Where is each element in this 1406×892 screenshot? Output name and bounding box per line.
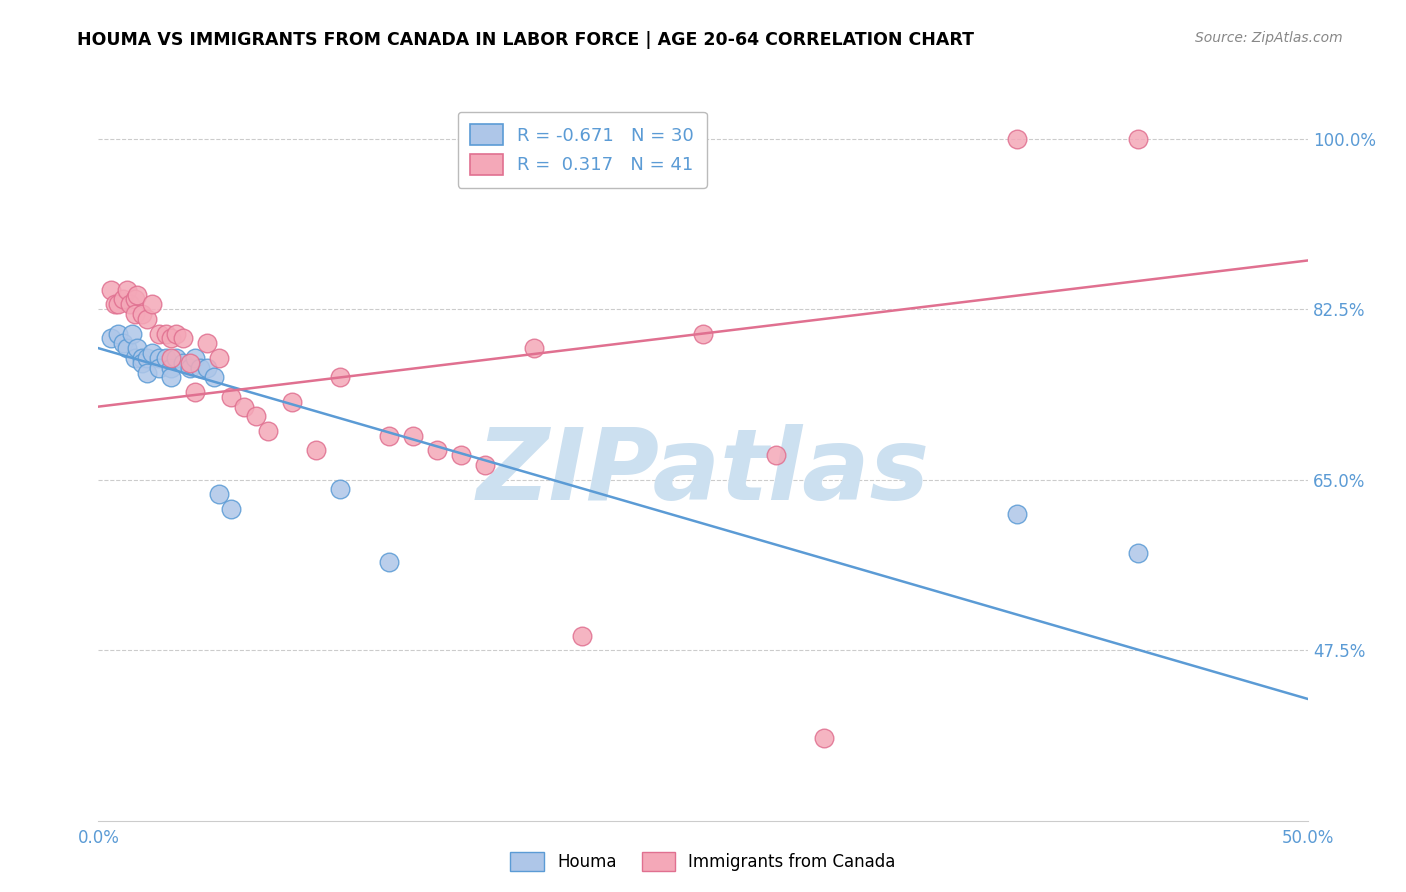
Point bbox=[111, 293, 134, 307]
Point bbox=[765, 448, 787, 462]
Point bbox=[148, 360, 170, 375]
Point bbox=[118, 297, 141, 311]
Point bbox=[141, 297, 163, 311]
Point bbox=[135, 312, 157, 326]
Point bbox=[124, 293, 146, 307]
Point bbox=[148, 351, 170, 365]
Legend: Houma, Immigrants from Canada: Houma, Immigrants from Canada bbox=[502, 843, 904, 880]
Point bbox=[184, 384, 207, 399]
Point bbox=[221, 502, 243, 516]
Point bbox=[131, 307, 153, 321]
Point bbox=[160, 360, 183, 375]
Point bbox=[402, 429, 425, 443]
Point bbox=[377, 556, 399, 570]
Point bbox=[179, 356, 201, 370]
Point bbox=[127, 341, 149, 355]
Point bbox=[221, 390, 243, 404]
Point bbox=[1007, 132, 1029, 146]
Point bbox=[100, 331, 122, 345]
Point bbox=[377, 429, 399, 443]
Point bbox=[165, 351, 187, 365]
Point bbox=[172, 356, 194, 370]
Text: HOUMA VS IMMIGRANTS FROM CANADA IN LABOR FORCE | AGE 20-64 CORRELATION CHART: HOUMA VS IMMIGRANTS FROM CANADA IN LABOR… bbox=[77, 31, 974, 49]
Point bbox=[195, 336, 218, 351]
Text: ZIPatlas: ZIPatlas bbox=[477, 425, 929, 521]
Point bbox=[305, 443, 328, 458]
Point bbox=[188, 360, 211, 375]
Point bbox=[232, 400, 254, 414]
Point bbox=[165, 326, 187, 341]
Point bbox=[1128, 132, 1150, 146]
Legend: R = -0.671   N = 30, R =  0.317   N = 41: R = -0.671 N = 30, R = 0.317 N = 41 bbox=[457, 112, 707, 187]
Point bbox=[117, 283, 139, 297]
Point bbox=[329, 483, 352, 497]
Point bbox=[179, 360, 201, 375]
Point bbox=[155, 326, 177, 341]
Point bbox=[256, 424, 278, 438]
Point bbox=[148, 326, 170, 341]
Point bbox=[160, 331, 183, 345]
Point bbox=[281, 394, 304, 409]
Point bbox=[813, 731, 835, 745]
Point bbox=[1128, 546, 1150, 560]
Point bbox=[107, 297, 129, 311]
Point bbox=[208, 487, 231, 501]
Point bbox=[141, 346, 163, 360]
Point bbox=[131, 356, 153, 370]
Point bbox=[160, 370, 183, 384]
Point bbox=[111, 336, 134, 351]
Point bbox=[155, 351, 177, 365]
Point bbox=[124, 351, 146, 365]
Point bbox=[426, 443, 449, 458]
Point bbox=[184, 351, 207, 365]
Text: Source: ZipAtlas.com: Source: ZipAtlas.com bbox=[1195, 31, 1343, 45]
Point bbox=[1007, 507, 1029, 521]
Point bbox=[245, 409, 267, 424]
Point bbox=[107, 326, 129, 341]
Point bbox=[121, 326, 143, 341]
Point bbox=[450, 448, 472, 462]
Point bbox=[135, 351, 157, 365]
Point bbox=[160, 351, 183, 365]
Point bbox=[131, 351, 153, 365]
Point bbox=[195, 360, 218, 375]
Point bbox=[692, 326, 714, 341]
Point bbox=[100, 283, 122, 297]
Point bbox=[204, 370, 226, 384]
Point bbox=[135, 366, 157, 380]
Point bbox=[208, 351, 231, 365]
Point bbox=[104, 297, 127, 311]
Point bbox=[523, 341, 546, 355]
Point bbox=[329, 370, 352, 384]
Point bbox=[571, 628, 593, 642]
Point bbox=[172, 331, 194, 345]
Point bbox=[127, 287, 149, 301]
Point bbox=[124, 307, 146, 321]
Point bbox=[474, 458, 496, 472]
Point bbox=[117, 341, 139, 355]
